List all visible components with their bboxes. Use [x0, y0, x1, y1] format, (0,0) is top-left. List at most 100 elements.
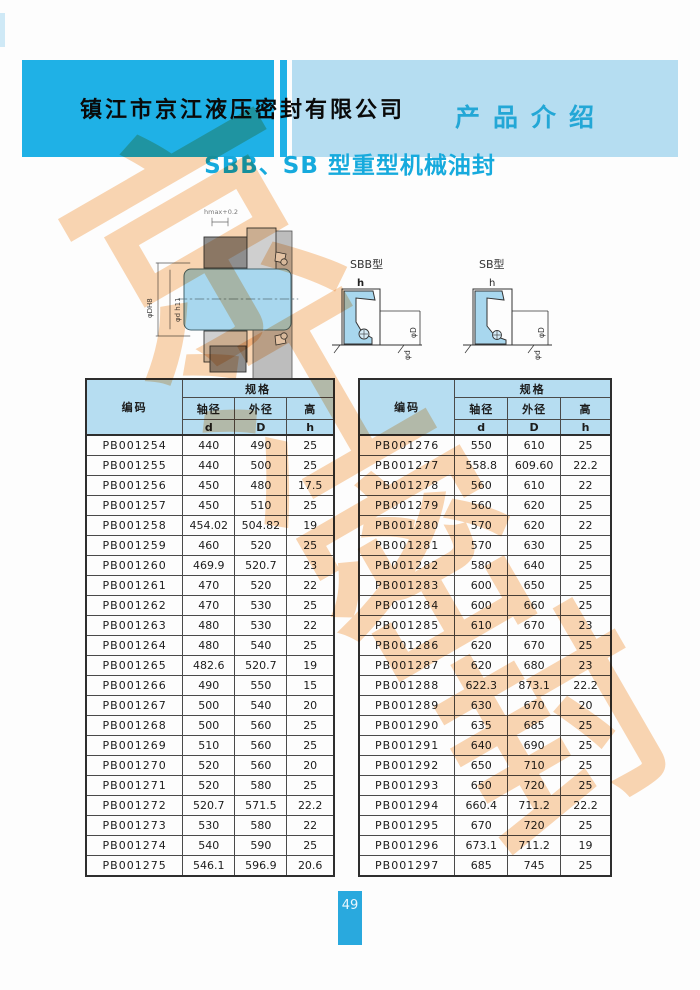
value-cell: 560 [234, 735, 288, 756]
value-cell: 470 [182, 595, 236, 616]
table-row: PB001262 470 530 25 [85, 595, 335, 616]
code-cell: PB001274 [85, 835, 184, 856]
sym-h-header: h [560, 419, 612, 436]
scan-edge-strip [0, 13, 5, 47]
height-header: 高 [560, 397, 612, 420]
value-cell: 440 [182, 434, 236, 456]
value-cell: 22 [286, 575, 335, 596]
value-cell: 490 [182, 675, 236, 696]
value-cell: 20.6 [286, 855, 335, 877]
table-row: PB001270 520 560 20 [85, 755, 335, 776]
value-cell: 460 [182, 535, 236, 556]
value-cell: 530 [234, 615, 288, 636]
code-cell: PB001281 [358, 535, 456, 556]
value-cell: 25 [560, 555, 612, 576]
table-row: PB001288 622.3 873.1 22.2 [358, 675, 612, 696]
code-cell: PB001268 [85, 715, 184, 736]
code-cell: PB001297 [358, 855, 456, 877]
lower-housing-dark [209, 345, 247, 373]
header-company-block [22, 60, 274, 157]
value-cell: 25 [560, 575, 612, 596]
value-cell: 670 [507, 635, 562, 656]
value-cell: 25 [560, 815, 612, 836]
table-row: PB001268 500 560 25 [85, 715, 335, 736]
code-cell: PB001266 [85, 675, 184, 696]
size-table-right: 编码 规格 轴径 外径 高 d D h PB001276 550 610 25 PB00… [358, 378, 612, 877]
table-row: PB001281 570 630 25 [358, 535, 612, 556]
value-cell: 25 [560, 715, 612, 736]
table-row: PB001292 650 710 25 [358, 755, 612, 776]
sbb-type-label: SBB型 [350, 257, 383, 271]
shaft-dia-header: 轴径 [454, 397, 509, 420]
table-row: PB001283 600 650 25 [358, 575, 612, 596]
value-cell: 25 [560, 735, 612, 756]
value-cell: 19 [286, 655, 335, 676]
code-cell: PB001270 [85, 755, 184, 776]
value-cell: 490 [234, 434, 288, 456]
value-cell: 690 [507, 735, 562, 756]
value-cell: 520 [182, 755, 236, 776]
value-cell: 25 [286, 775, 335, 796]
value-cell: 571.5 [234, 795, 288, 816]
value-cell: 546.1 [182, 855, 236, 877]
value-cell: 25 [286, 735, 335, 756]
code-cell: PB001278 [358, 475, 456, 496]
seal-section-bottom [274, 332, 288, 346]
value-cell: 540 [234, 635, 288, 656]
sb-inner-dia-label: φd [533, 350, 542, 360]
value-cell: 20 [286, 695, 335, 716]
table-row: PB001257 450 510 25 [85, 495, 335, 516]
code-cell: PB001275 [85, 855, 184, 877]
code-cell: PB001295 [358, 815, 456, 836]
table-row: PB001296 673.1 711.2 19 [358, 835, 612, 856]
table-row: PB001285 610 670 23 [358, 615, 612, 636]
sym-h-header: h [286, 419, 335, 436]
value-cell: 685 [507, 715, 562, 736]
value-cell: 25 [286, 434, 335, 456]
table-row: PB001273 530 580 22 [85, 815, 335, 836]
value-cell: 25 [560, 635, 612, 656]
value-cell: 520.7 [182, 795, 236, 816]
table-row: PB001287 620 680 23 [358, 655, 612, 676]
value-cell: 622.3 [454, 675, 509, 696]
table-row: PB001269 510 560 25 [85, 735, 335, 756]
table-row: PB001259 460 520 25 [85, 535, 335, 556]
value-cell: 550 [234, 675, 288, 696]
code-cell: PB001288 [358, 675, 456, 696]
value-cell: 520.7 [234, 555, 288, 576]
value-cell: 520 [182, 775, 236, 796]
outer-dia-header: 外径 [507, 397, 562, 420]
code-cell: PB001285 [358, 615, 456, 636]
table-row: PB001254 440 490 25 [85, 434, 335, 456]
table-row: PB001282 580 640 25 [358, 555, 612, 576]
value-cell: 22 [560, 475, 612, 496]
value-cell: 673.1 [454, 835, 509, 856]
value-cell: 520 [234, 575, 288, 596]
value-cell: 609.60 [507, 455, 562, 476]
value-cell: 680 [507, 655, 562, 676]
value-cell: 560 [454, 495, 509, 516]
value-cell: 19 [286, 515, 335, 536]
table-row: PB001261 470 520 22 [85, 575, 335, 596]
value-cell: 540 [182, 835, 236, 856]
value-cell: 600 [454, 595, 509, 616]
value-cell: 570 [454, 515, 509, 536]
table-row: PB001264 480 540 25 [85, 635, 335, 656]
assembly-section-diagram: hmax+0.2 φDH8 φd h11 [146, 208, 299, 380]
sbb-type-diagram: SBB型 h φD φd [332, 257, 422, 360]
value-cell: 25 [560, 775, 612, 796]
value-cell: 470 [182, 575, 236, 596]
value-cell: 873.1 [507, 675, 562, 696]
code-cell: PB001272 [85, 795, 184, 816]
table-row: PB001266 490 550 15 [85, 675, 335, 696]
value-cell: 25 [286, 535, 335, 556]
value-cell: 550 [454, 434, 509, 456]
sym-d-header: d [182, 419, 236, 436]
value-cell: 530 [182, 815, 236, 836]
code-cell: PB001263 [85, 615, 184, 636]
value-cell: 25 [560, 855, 612, 877]
value-cell: 590 [234, 835, 288, 856]
value-cell: 610 [507, 434, 562, 456]
code-cell: PB001291 [358, 735, 456, 756]
value-cell: 580 [454, 555, 509, 576]
